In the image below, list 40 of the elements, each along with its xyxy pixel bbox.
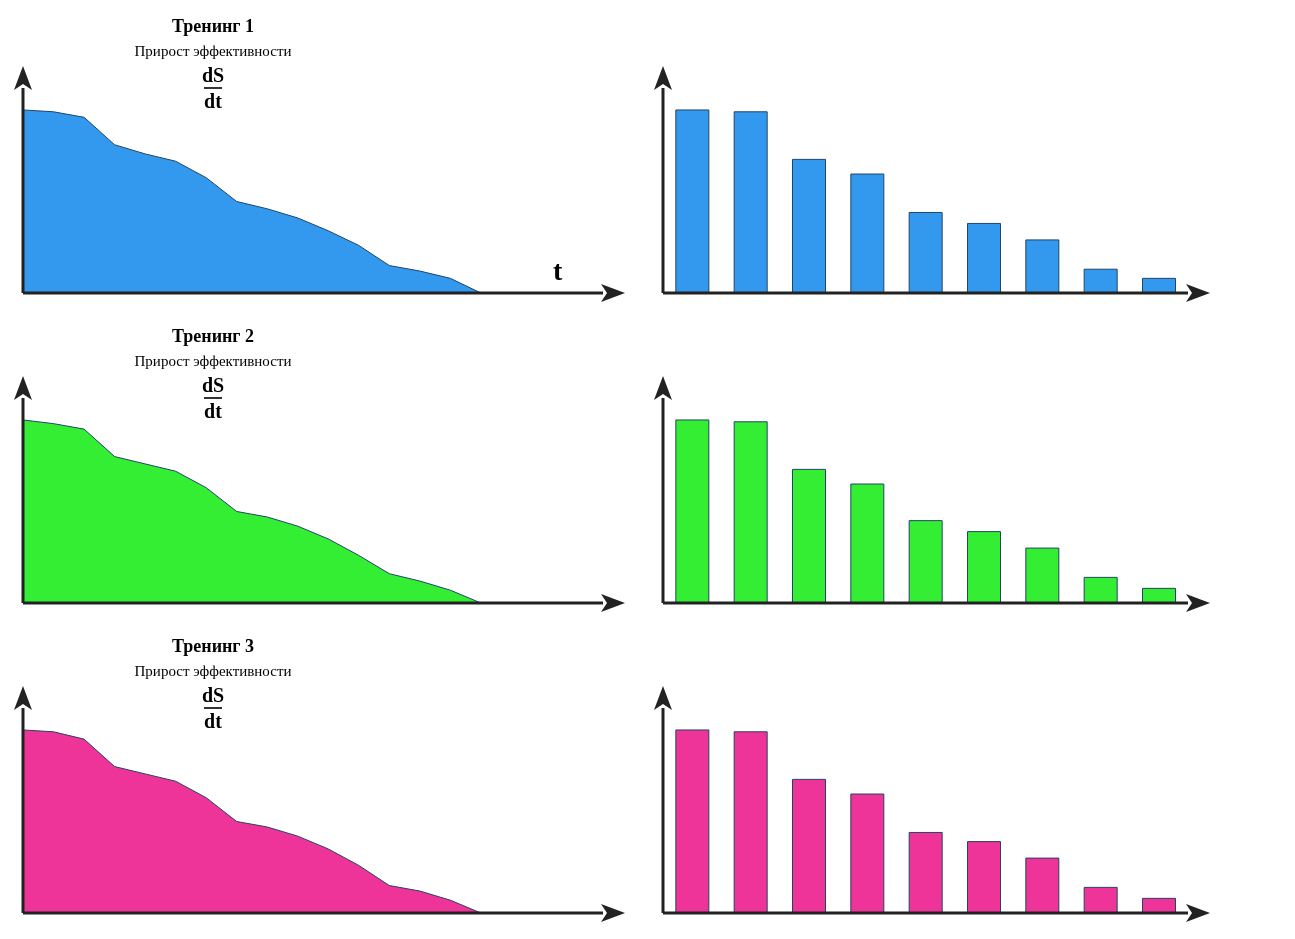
bar <box>675 109 710 293</box>
bar <box>1083 886 1118 913</box>
text: dS <box>201 64 225 87</box>
bar <box>792 158 826 293</box>
bar <box>733 421 768 603</box>
bar <box>967 222 1001 293</box>
bar <box>1142 277 1176 293</box>
bar <box>850 483 885 603</box>
bar <box>1142 897 1176 913</box>
chart-title: Тренинг 1 <box>170 16 256 37</box>
chart-title: Тренинг 2 <box>170 326 256 347</box>
bar <box>733 111 768 293</box>
bar <box>1025 547 1060 603</box>
chart-subtitle: Прирост эффективности <box>133 353 293 370</box>
bar <box>733 731 768 913</box>
bar <box>850 173 885 293</box>
bar <box>1083 576 1118 603</box>
text: dS <box>201 374 225 397</box>
bar <box>1083 268 1118 293</box>
chart-title: Тренинг 3 <box>170 636 256 657</box>
annotation: dt <box>204 87 222 113</box>
bar <box>1025 857 1060 913</box>
chart-subtitle: Прирост эффективности <box>133 43 293 60</box>
bar <box>792 468 826 603</box>
annotation: dt <box>204 707 222 733</box>
bar <box>675 729 710 913</box>
annotation: dt <box>204 397 222 423</box>
chart-subtitle: Прирост эффективности <box>133 663 293 680</box>
bar <box>908 831 943 913</box>
text: dS <box>201 684 225 707</box>
bar <box>967 841 1001 913</box>
bar <box>908 520 943 603</box>
bar <box>908 211 943 293</box>
bar <box>967 531 1001 603</box>
bar <box>1025 239 1060 293</box>
bar <box>850 793 885 913</box>
x-axis-title: t <box>553 255 563 287</box>
bar <box>792 778 826 913</box>
bar <box>675 419 710 603</box>
bar <box>1142 587 1176 603</box>
